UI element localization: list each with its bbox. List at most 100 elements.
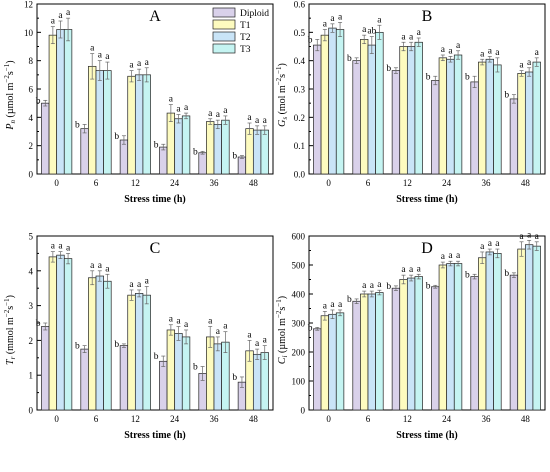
significance-letter: a — [495, 239, 500, 249]
x-axis-label: Stress time (h) — [124, 194, 185, 205]
bar — [509, 98, 519, 175]
significance-letter: a — [145, 276, 150, 286]
significance-letter: a — [145, 58, 150, 68]
bar — [134, 74, 144, 175]
bar — [181, 115, 191, 175]
bar — [237, 156, 247, 175]
panel-label: D — [421, 240, 433, 257]
x-tick-label: 12 — [403, 414, 412, 424]
bar — [252, 353, 262, 411]
x-tick-label: 0 — [326, 178, 331, 188]
significance-letter: a — [323, 20, 328, 30]
bar — [485, 251, 494, 411]
bar — [453, 263, 463, 411]
significance-letter: b — [232, 373, 237, 383]
bar — [470, 276, 479, 411]
legend-label: T1 — [240, 21, 251, 31]
x-tick-label: 12 — [131, 414, 140, 424]
bar — [517, 248, 526, 411]
bar — [360, 39, 369, 175]
y-tick-label: 8 — [29, 56, 34, 66]
significance-letter: a — [129, 61, 134, 71]
significance-letter: b — [504, 269, 509, 279]
x-tick-label: 6 — [94, 414, 99, 424]
significance-letter: a — [535, 48, 540, 58]
bar — [391, 287, 401, 411]
significance-letter: a — [66, 243, 71, 253]
x-tick-label: 48 — [249, 178, 259, 188]
significance-letter: a — [519, 232, 524, 242]
y-tick-label: 2 — [29, 141, 34, 151]
y-tick-label: 4 — [29, 266, 34, 276]
bar — [206, 121, 215, 175]
significance-letter: b — [426, 72, 431, 82]
bar — [48, 256, 58, 411]
x-tick-label: 36 — [210, 414, 220, 424]
significance-letter: a — [184, 320, 189, 330]
y-tick-label: 6 — [29, 85, 34, 95]
bar — [360, 293, 369, 411]
bar — [524, 71, 534, 175]
bar — [485, 58, 494, 175]
significance-letter: b — [154, 352, 159, 362]
significance-letter: a — [448, 46, 453, 56]
x-tick-label: 0 — [326, 414, 331, 424]
bar — [414, 276, 423, 411]
significance-letter: a — [216, 110, 221, 120]
bar — [174, 118, 183, 175]
significance-letter: a — [255, 116, 260, 126]
bar — [134, 293, 144, 411]
significance-letter: b — [36, 96, 41, 106]
bar — [127, 294, 136, 411]
y-tick-label: 0.6 — [294, 0, 306, 10]
significance-letter: a — [208, 316, 213, 326]
plot-frame — [308, 3, 546, 175]
x-tick-label: 48 — [521, 178, 531, 188]
bar — [399, 279, 408, 411]
significance-letter: a — [137, 59, 142, 69]
significance-letter: a — [98, 51, 103, 61]
y-tick-label: 0.5 — [294, 28, 306, 38]
significance-letter: a — [401, 32, 406, 42]
significance-letter: b — [193, 147, 198, 157]
y-axis-label: Gs (mol m−2s−1) — [275, 63, 289, 127]
significance-letter: b — [36, 319, 41, 329]
y-tick-label: 100 — [292, 377, 306, 387]
x-tick-label: 36 — [482, 414, 492, 424]
significance-letter: b — [114, 340, 119, 350]
significance-letter: a — [409, 265, 414, 275]
significance-letter: a — [208, 109, 213, 119]
bar — [103, 280, 112, 411]
significance-letter: a — [330, 14, 335, 24]
significance-letter: a — [488, 46, 493, 56]
x-tick-label: 0 — [54, 178, 59, 188]
bar — [367, 44, 376, 175]
legend-swatch — [212, 31, 236, 42]
x-tick-label: 24 — [170, 178, 180, 188]
plot-frame — [308, 235, 546, 411]
y-tick-label: 0 — [29, 170, 34, 180]
bar — [174, 333, 183, 411]
bar — [221, 119, 230, 175]
significance-letter: a — [456, 41, 461, 51]
bar — [352, 60, 361, 175]
bar — [532, 245, 541, 411]
significance-letter: a — [216, 327, 221, 337]
significance-letter: a — [362, 281, 367, 291]
significance-letter: a — [255, 339, 260, 349]
significance-letter: a — [58, 11, 63, 21]
bar — [375, 292, 384, 411]
significance-letter: a — [480, 242, 485, 252]
y-tick-label: 10 — [24, 28, 34, 38]
bar — [352, 300, 361, 411]
bar — [431, 80, 440, 175]
x-tick-label: 12 — [403, 178, 412, 188]
significance-letter: a — [51, 242, 56, 252]
bar — [446, 58, 455, 175]
y-tick-label: 5 — [29, 232, 34, 242]
bar — [320, 315, 330, 411]
y-tick-label: 2 — [29, 336, 34, 346]
y-tick-label: 0 — [29, 406, 34, 416]
